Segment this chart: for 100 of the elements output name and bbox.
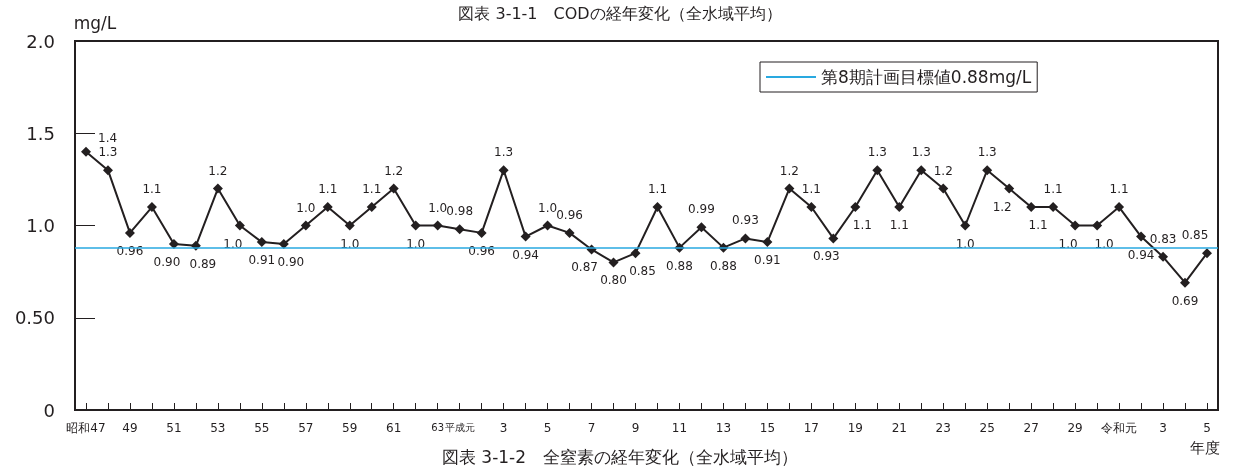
point [454, 224, 465, 235]
data-label: 0.88 [666, 258, 693, 273]
x-tick-label: 51 [166, 421, 182, 435]
point [366, 202, 377, 213]
point [1136, 231, 1147, 242]
data-label: 0.83 [1149, 231, 1177, 246]
x-tick-label: 5 [1203, 421, 1211, 435]
x-tick-label: 21 [891, 421, 907, 435]
x-tick-label: 7 [587, 421, 596, 435]
point [322, 202, 333, 213]
data-label: 0.90 [277, 254, 305, 269]
x-tick-label: 19 [847, 421, 863, 435]
legend-label: 第8期計画目標値0.88mg/L [821, 67, 1032, 87]
point [476, 227, 487, 238]
point [872, 165, 883, 176]
x-tick-label: 11 [671, 421, 688, 435]
point [520, 231, 531, 242]
data-label: 1.1 [142, 182, 162, 197]
data-label: 1.1 [318, 182, 338, 197]
data-label: 1.0 [406, 236, 426, 251]
point [146, 202, 157, 213]
data-label: 0.98 [446, 204, 474, 219]
point [608, 257, 619, 268]
data-label: 0.69 [1171, 293, 1199, 308]
point [168, 238, 179, 249]
y-tick-label: 1.5 [26, 122, 55, 144]
data-label: 0.88 [710, 258, 737, 273]
data-label: 1.2 [992, 199, 1012, 214]
x-tick-label: 17 [803, 421, 819, 435]
point [1158, 251, 1169, 262]
point [740, 233, 751, 244]
point [432, 220, 443, 231]
data-label: 1.3 [98, 145, 118, 160]
text: 図表 3-1-2 全窒素の経年変化（全水域平均） [441, 446, 799, 467]
point [1202, 248, 1213, 259]
point [1092, 220, 1103, 231]
y-axis-title: mg/L [73, 12, 117, 33]
y-tick-label: 0 [43, 399, 55, 421]
data-label: 1.1 [362, 182, 382, 197]
data-label: 0.85 [629, 264, 656, 279]
data-label: 0.85 [1181, 228, 1209, 243]
point [542, 220, 553, 231]
data-label: 1.1 [1109, 182, 1129, 197]
point [564, 227, 575, 238]
point [894, 202, 905, 213]
data-label: 0.87 [571, 260, 598, 275]
y-tick-label: 0.50 [14, 307, 55, 329]
data-label: 0.94 [1127, 247, 1155, 262]
x-tick-label: 59 [342, 421, 358, 435]
point [80, 146, 91, 157]
data-label: 1.2 [208, 163, 228, 178]
data-label: 0.94 [512, 247, 539, 262]
x-tick-label: 9 [631, 421, 640, 435]
x-axis-title: 年度 [1190, 438, 1220, 457]
data-label: 1.0 [538, 200, 558, 215]
data-label: 0.89 [189, 256, 217, 271]
point [1070, 220, 1081, 231]
chart-title: 図表 3-1-1 CODの経年変化（全水域平均） [458, 3, 782, 23]
point [982, 165, 993, 176]
point [828, 233, 839, 244]
point [938, 183, 949, 194]
data-label: 1.1 [852, 218, 872, 233]
point [784, 183, 795, 194]
x-tick-label: 13 [715, 421, 732, 435]
point [916, 165, 927, 176]
point [410, 220, 421, 231]
data-label: 1.1 [1028, 218, 1048, 233]
data-label: 0.80 [600, 273, 627, 288]
x-tick-label: 25 [979, 421, 995, 435]
data-label: 1.0 [223, 236, 243, 251]
y-tick-label: 2.0 [26, 30, 55, 52]
data-label: 1.0 [296, 200, 316, 215]
data-label: 1.1 [801, 182, 821, 197]
data-label: 1.1 [647, 182, 668, 197]
data-label: 1.3 [494, 145, 514, 160]
point [498, 165, 509, 176]
data-label: 1.0 [955, 236, 975, 251]
data-label: 1.1 [889, 218, 909, 233]
x-tick-label: 3 [1159, 421, 1167, 435]
x-tick-label: 3 [499, 421, 508, 435]
point [278, 238, 289, 249]
y-tick-label: 1.0 [26, 215, 55, 236]
point [1180, 277, 1191, 288]
data-label: 0.91 [754, 253, 781, 268]
x-tick-label: 令和元 [1101, 421, 1138, 435]
point [300, 220, 311, 231]
point [344, 220, 355, 231]
x-tick-label: 15 [759, 421, 776, 435]
data-label: 1.2 [384, 163, 404, 178]
x-tick-label: 53 [210, 421, 226, 435]
data-label: 1.0 [428, 200, 448, 215]
data-label: 0.93 [732, 213, 759, 228]
x-tick-label: 61 [386, 421, 402, 435]
x-tick-label: 57 [298, 421, 314, 435]
data-label: 0.90 [153, 254, 181, 269]
point [850, 202, 861, 213]
data-label: 1.3 [911, 145, 931, 160]
x-tick-label: 63 [431, 421, 445, 433]
point [102, 165, 113, 176]
data-label: 1.0 [340, 236, 360, 251]
